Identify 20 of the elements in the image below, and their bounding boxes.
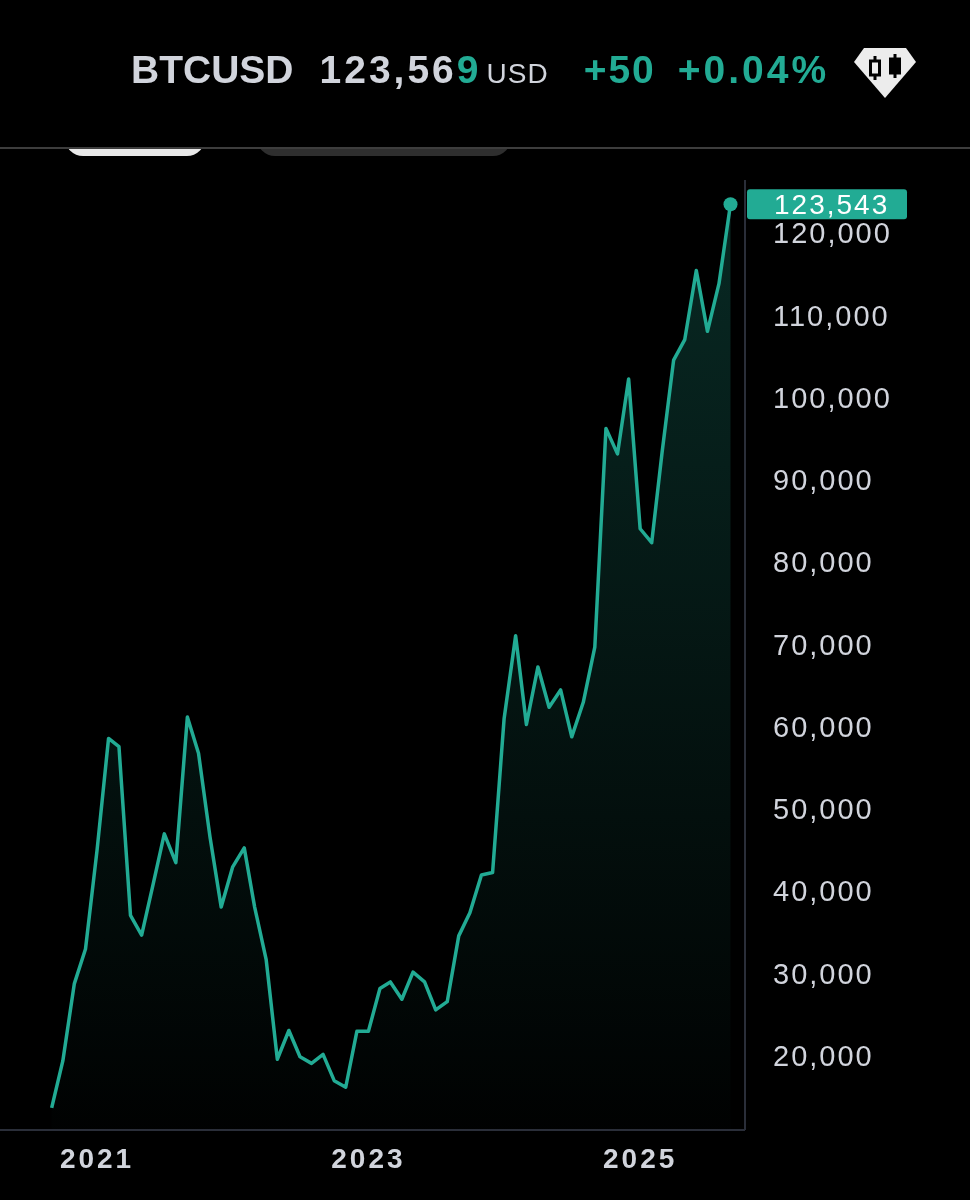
text: +0.04% [677, 48, 830, 91]
y-tick-label: 110,000 [773, 299, 890, 332]
y-tick-label: 70,000 [773, 628, 874, 661]
y-tick-label: 100,000 [773, 381, 892, 414]
x-tick-label: 2021 [59, 1142, 135, 1174]
chart-title: BTCUSD [131, 48, 294, 91]
y-tick-label: 90,000 [773, 464, 874, 497]
text: +50 [583, 48, 656, 91]
y-tick-label: 30,000 [773, 957, 874, 990]
y-tick-label: 40,000 [773, 875, 874, 908]
annotation: 123,543 [774, 188, 890, 220]
x-tick-label: 2025 [603, 1142, 678, 1174]
y-tick-label: 20,000 [773, 1039, 874, 1072]
y-tick-label: 80,000 [773, 546, 874, 579]
text: USD [486, 57, 549, 91]
text: 123,569 [319, 48, 482, 91]
y-tick-label: 50,000 [773, 793, 874, 826]
y-tick-label: 120,000 [773, 217, 892, 250]
x-tick-label: 2023 [331, 1142, 406, 1174]
y-tick-label: 60,000 [773, 710, 874, 743]
